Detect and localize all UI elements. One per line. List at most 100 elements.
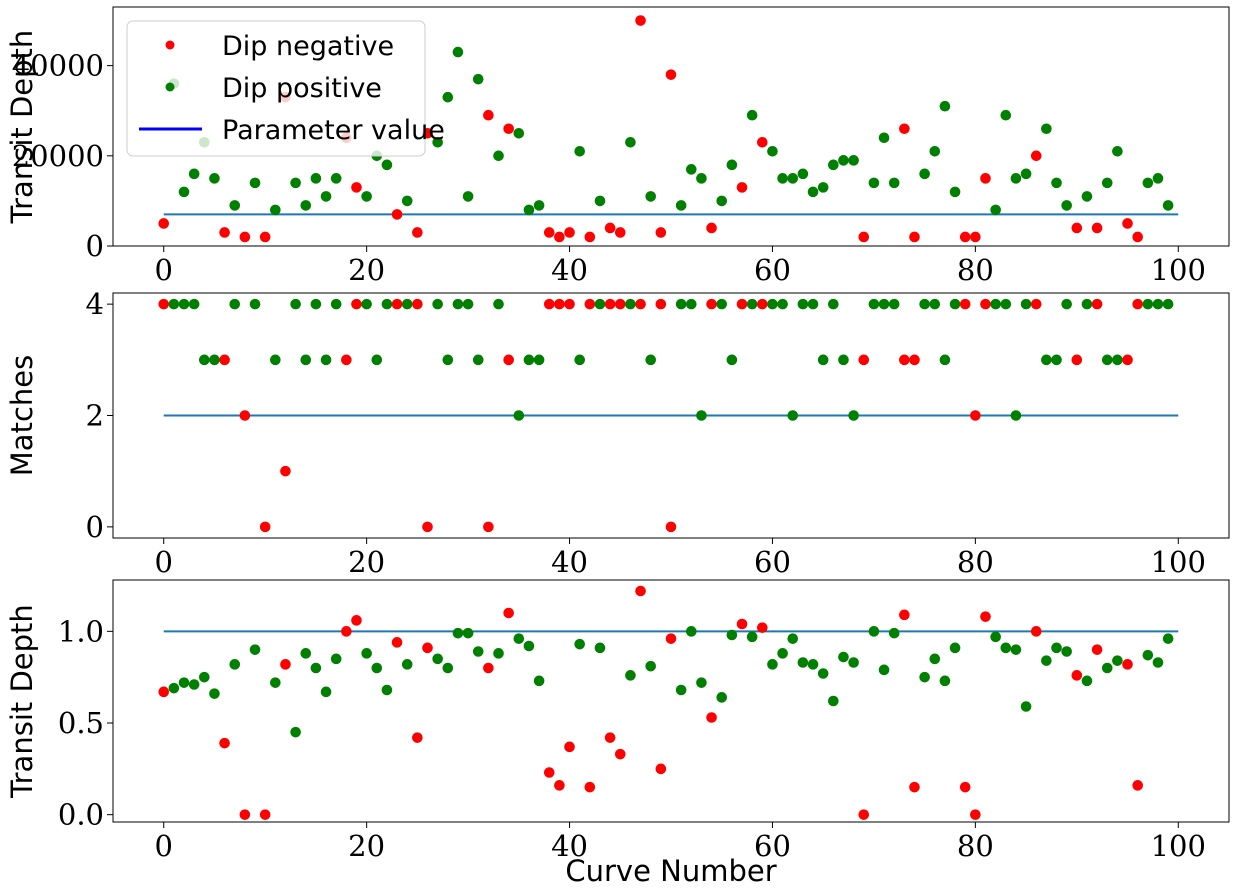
- data-point-dip-positive: [1112, 146, 1123, 157]
- y-tick-label: 0: [86, 510, 104, 544]
- data-point-dip-positive: [462, 627, 474, 639]
- data-point-dip-negative: [391, 298, 403, 310]
- data-point-dip-negative: [980, 611, 991, 622]
- data-point-dip-positive: [1041, 123, 1052, 135]
- data-point-dip-positive: [1142, 298, 1154, 310]
- data-point-dip-positive: [320, 354, 332, 366]
- data-point-dip-positive: [270, 204, 281, 216]
- legend-marker-dip-positive: [165, 82, 175, 92]
- data-point-dip-positive: [777, 298, 788, 310]
- data-point-dip-positive: [199, 354, 210, 366]
- data-point-dip-positive: [696, 173, 707, 184]
- data-point-dip-negative: [899, 609, 910, 621]
- data-point-dip-negative: [980, 173, 991, 184]
- data-point-dip-positive: [300, 200, 312, 211]
- data-point-dip-negative: [584, 298, 596, 310]
- data-point-dip-positive: [452, 627, 464, 639]
- data-point-dip-negative: [1030, 626, 1042, 637]
- data-point-dip-positive: [838, 651, 849, 663]
- data-point-dip-negative: [980, 298, 991, 310]
- data-point-dip-positive: [817, 668, 829, 679]
- data-point-dip-positive: [868, 298, 880, 310]
- data-point-dip-positive: [533, 354, 545, 366]
- data-point-dip-positive: [432, 136, 443, 148]
- data-point-dip-positive: [290, 298, 301, 310]
- data-point-dip-negative: [158, 686, 170, 698]
- data-point-dip-positive: [493, 150, 504, 162]
- x-tick-label: 20: [348, 253, 385, 287]
- data-point-dip-positive: [523, 354, 535, 366]
- data-point-dip-positive: [178, 677, 190, 688]
- data-point-dip-negative: [259, 231, 271, 243]
- data-point-dip-positive: [513, 633, 525, 644]
- data-point-dip-positive: [330, 653, 342, 665]
- data-point-dip-negative: [280, 659, 291, 670]
- data-point-dip-positive: [675, 298, 687, 310]
- data-point-dip-positive: [1020, 168, 1032, 180]
- data-point-dip-negative: [239, 410, 251, 421]
- data-point-dip-negative: [614, 298, 626, 310]
- data-point-dip-negative: [422, 642, 433, 654]
- x-tick-label: 40: [551, 829, 588, 863]
- data-point-dip-negative: [1091, 644, 1103, 655]
- data-point-dip-positive: [1142, 649, 1154, 661]
- data-point-dip-positive: [472, 73, 484, 85]
- data-point-dip-negative: [665, 69, 677, 80]
- data-point-dip-positive: [290, 177, 301, 189]
- data-point-dip-positive: [381, 159, 393, 171]
- data-point-dip-positive: [919, 168, 930, 180]
- data-point-dip-negative: [736, 298, 748, 310]
- data-point-dip-positive: [209, 173, 220, 184]
- x-tick-label: 100: [1151, 829, 1206, 863]
- data-point-dip-negative: [219, 354, 230, 366]
- data-point-dip-positive: [401, 195, 413, 207]
- y-axis-label: Matches: [5, 355, 39, 476]
- x-tick-label: 60: [754, 253, 791, 287]
- data-point-dip-positive: [523, 204, 535, 216]
- data-point-dip-negative: [351, 615, 362, 626]
- data-point-dip-positive: [645, 191, 657, 202]
- data-point-dip-negative: [970, 809, 981, 820]
- y-tick-label: 20000: [12, 139, 104, 173]
- data-point-dip-negative: [341, 626, 352, 637]
- data-point-dip-positive: [432, 653, 443, 665]
- x-tick-label: 100: [1151, 253, 1206, 287]
- data-point-dip-positive: [888, 298, 900, 310]
- data-point-dip-negative: [503, 354, 514, 366]
- legend-box: [126, 20, 426, 157]
- data-point-dip-positive: [939, 675, 951, 687]
- data-point-dip-negative: [158, 218, 170, 229]
- data-point-dip-negative: [422, 521, 433, 533]
- data-point-dip-negative: [635, 585, 646, 597]
- data-point-dip-positive: [767, 298, 778, 310]
- y-tick-label: 2: [86, 399, 104, 433]
- data-point-dip-positive: [513, 127, 525, 139]
- y-tick-label: 0.5: [58, 706, 104, 740]
- data-point-dip-positive: [1061, 298, 1072, 310]
- data-point-dip-negative: [564, 298, 575, 310]
- data-point-dip-positive: [625, 298, 636, 310]
- data-point-dip-positive: [209, 688, 220, 699]
- x-tick-label: 20: [348, 829, 385, 863]
- data-point-dip-negative: [219, 227, 230, 238]
- data-point-dip-positive: [685, 164, 697, 175]
- data-point-dip-positive: [1142, 177, 1154, 189]
- data-point-dip-negative: [483, 109, 494, 121]
- data-point-dip-negative: [858, 231, 870, 243]
- data-point-dip-negative: [503, 607, 514, 619]
- data-point-dip-positive: [868, 177, 880, 189]
- data-point-dip-negative: [412, 732, 423, 743]
- data-point-dip-positive: [330, 173, 342, 184]
- data-point-dip-positive: [229, 200, 241, 211]
- data-point-dip-positive: [1152, 298, 1164, 310]
- legend-label-dip-positive: Dip positive: [222, 73, 382, 104]
- data-point-dip-positive: [888, 627, 900, 639]
- data-point-dip-negative: [483, 662, 494, 674]
- data-point-dip-positive: [726, 354, 738, 366]
- data-point-dip-negative: [584, 781, 596, 793]
- data-point-dip-negative: [1122, 218, 1133, 229]
- x-tick-label: 100: [1151, 545, 1206, 579]
- data-point-dip-negative: [604, 298, 616, 310]
- data-point-dip-positive: [442, 354, 454, 366]
